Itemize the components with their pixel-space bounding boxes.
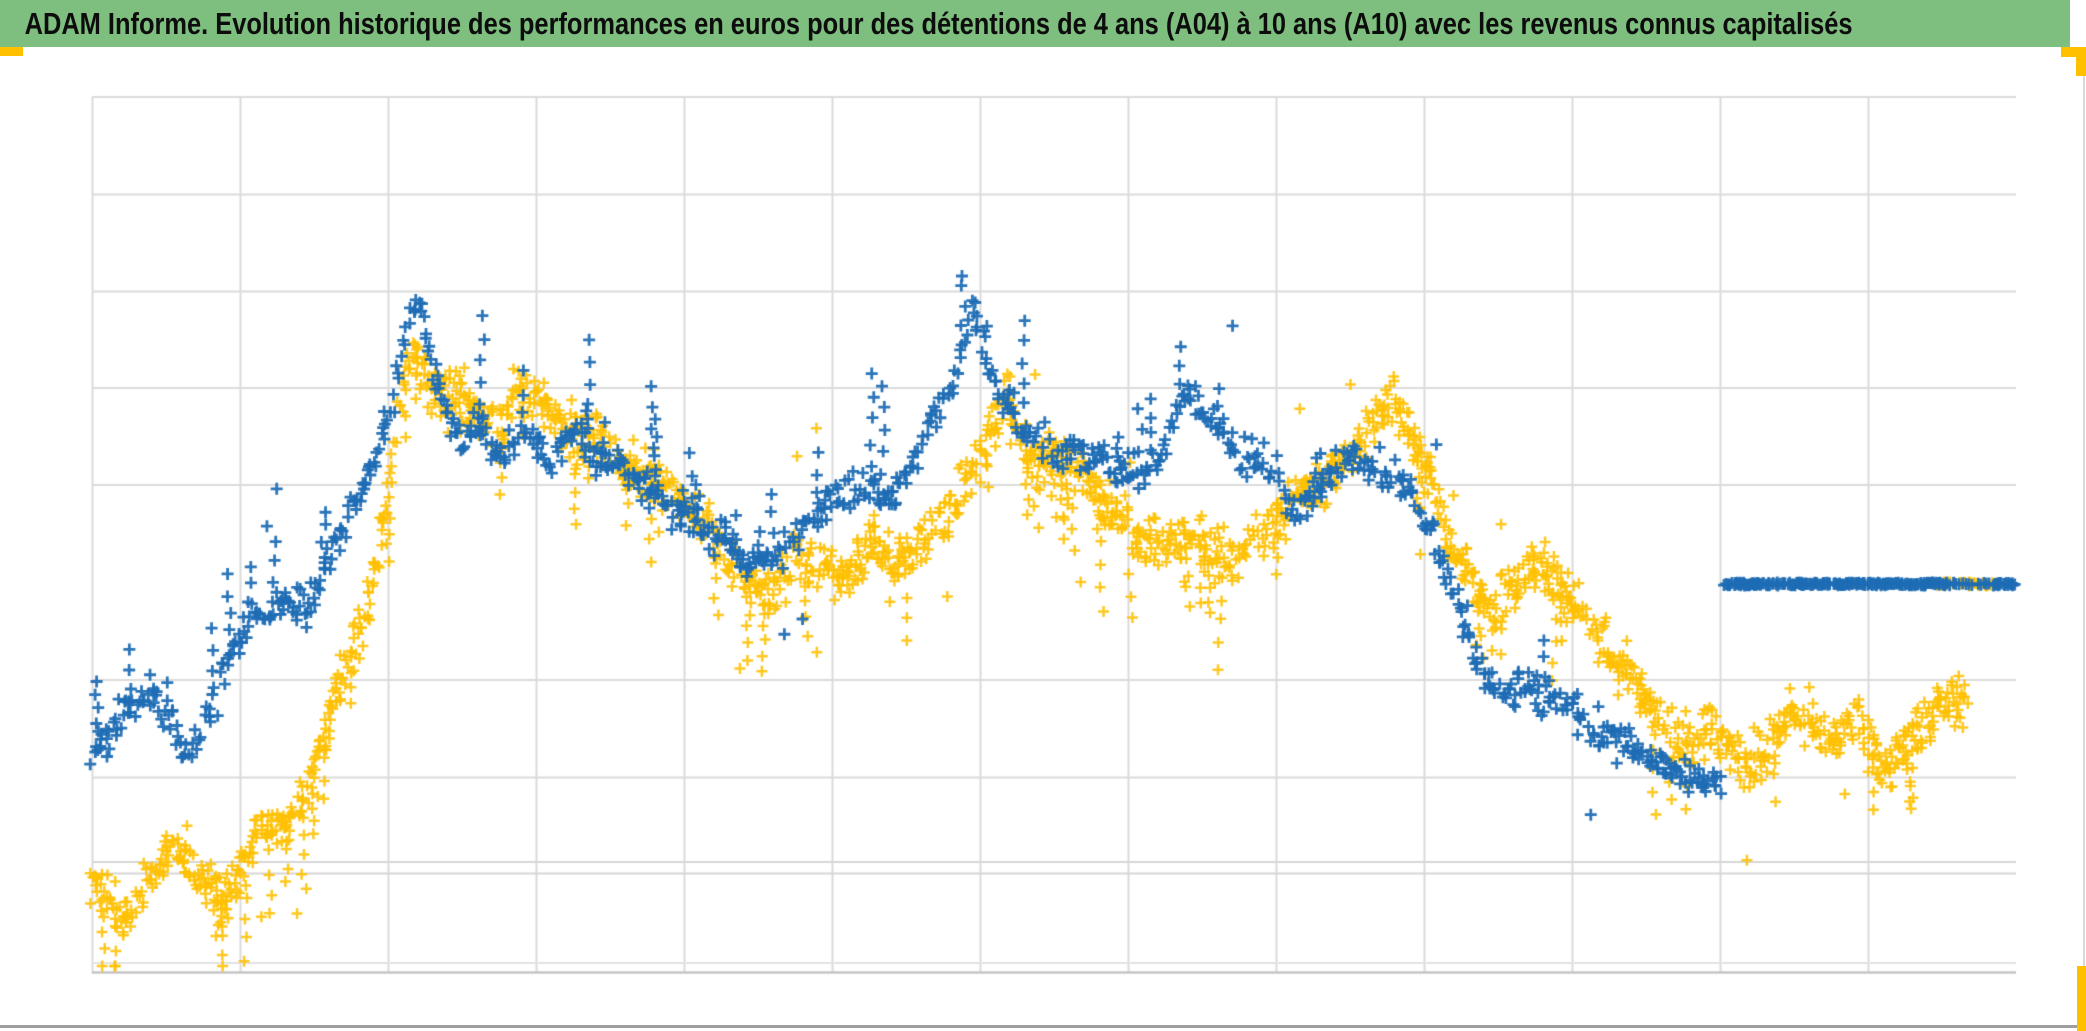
selection-mark-top-right-vertical (2076, 47, 2086, 76)
window-border-bottom (0, 1025, 2086, 1028)
selection-mark-left (0, 47, 23, 56)
chart-title: ADAM Informe. Evolution historique des p… (24, 5, 1853, 41)
chart-title-bar: ADAM Informe. Evolution historique des p… (0, 0, 2070, 47)
window-border-right (2083, 47, 2085, 1026)
selection-mark-top-right-horizontal (2061, 47, 2086, 57)
selection-mark-bottom-right (2077, 966, 2086, 1031)
